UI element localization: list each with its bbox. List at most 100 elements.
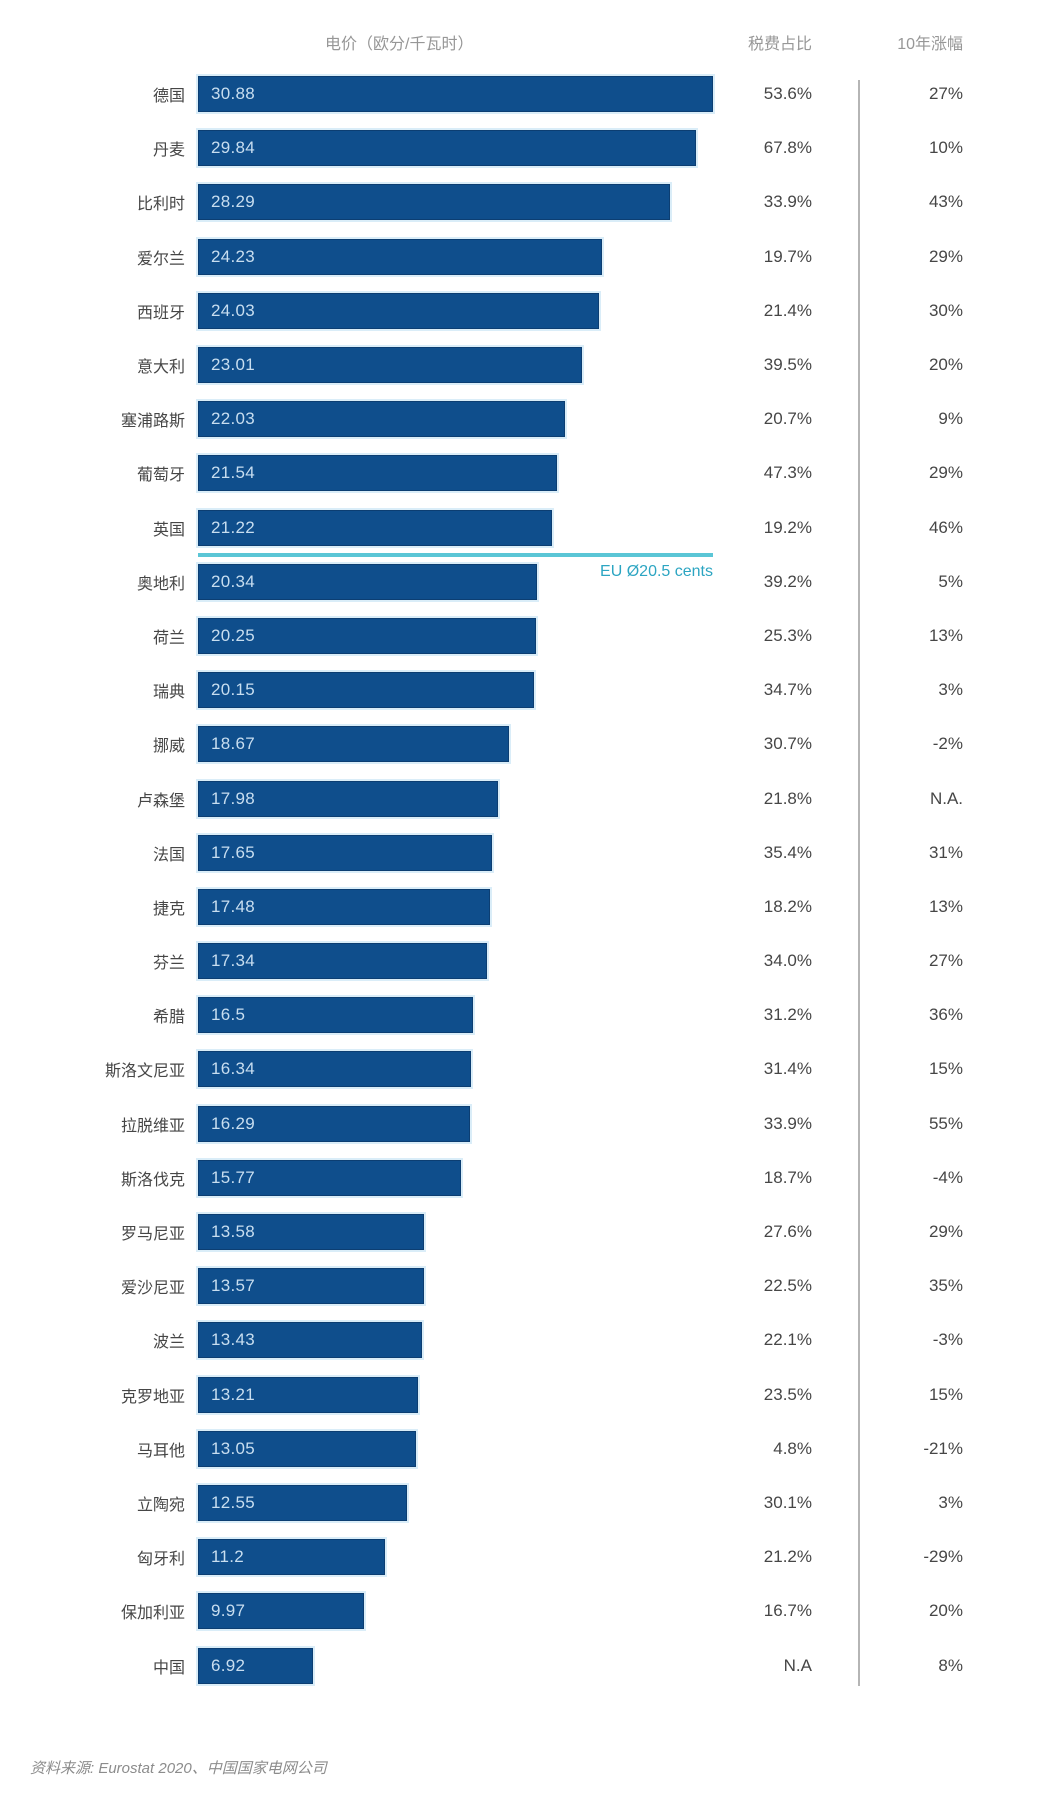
price-bar: 20.34: [198, 563, 538, 600]
ten-year-change-value: 10%: [928, 138, 963, 158]
table-row: 德国 30.88 53.6% 27%: [0, 67, 1040, 121]
tax-share-value: 34.0%: [763, 951, 812, 971]
price-bar: 16.34: [198, 1051, 471, 1088]
price-bar: 24.23: [198, 238, 603, 275]
ten-year-change-value: 3%: [938, 680, 963, 700]
tax-share-value: 39.2%: [763, 571, 812, 591]
country-label: 希腊: [152, 1009, 185, 1027]
bar-track: 20.25: [198, 617, 713, 654]
price-value: 23.01: [211, 355, 256, 375]
tax-share-value: 39.5%: [763, 355, 812, 375]
change-column-header: 10年涨幅: [897, 36, 963, 53]
bar-track: 15.77: [198, 1159, 713, 1196]
price-column-header: 电价（欧分/千瓦时）: [325, 36, 474, 53]
bar-track: 13.05: [198, 1430, 713, 1467]
price-bar: 22.03: [198, 401, 566, 438]
column-separator-line: [858, 80, 860, 1686]
price-value: 21.54: [211, 463, 256, 483]
tax-share-value: 33.9%: [763, 192, 812, 212]
price-value: 20.15: [211, 680, 256, 700]
tax-share-value: 30.1%: [763, 1492, 812, 1512]
tax-share-value: 22.1%: [763, 1330, 812, 1350]
price-value: 22.03: [211, 409, 256, 429]
table-row: 英国 21.22 19.2% 46%: [0, 501, 1040, 555]
ten-year-change-value: 46%: [928, 517, 963, 537]
price-bar: 21.22: [198, 509, 552, 546]
country-label: 塞浦路斯: [120, 413, 185, 431]
bar-track: 17.48: [198, 888, 713, 925]
tax-share-value: 21.4%: [763, 300, 812, 320]
tax-share-value: 53.6%: [763, 84, 812, 104]
ten-year-change-value: 27%: [928, 84, 963, 104]
price-bar: 16.29: [198, 1105, 470, 1142]
price-bar: 11.2: [198, 1539, 385, 1576]
table-row: 意大利 23.01 39.5% 20%: [0, 338, 1040, 392]
price-value: 13.58: [211, 1222, 256, 1242]
bar-track: 28.29: [198, 184, 713, 221]
bar-track: 13.21: [198, 1376, 713, 1413]
ten-year-change-value: 15%: [928, 1384, 963, 1404]
price-value: 15.77: [211, 1167, 256, 1187]
ten-year-change-value: 5%: [938, 571, 963, 591]
bar-track: 16.5: [198, 997, 713, 1034]
country-label: 瑞典: [152, 684, 185, 702]
table-row: 罗马尼亚 13.58 27.6% 29%: [0, 1205, 1040, 1259]
tax-share-value: 31.4%: [763, 1059, 812, 1079]
country-label: 丹麦: [152, 142, 185, 160]
ten-year-change-value: 30%: [928, 300, 963, 320]
price-value: 17.98: [211, 788, 256, 808]
table-row: 希腊 16.5 31.2% 36%: [0, 988, 1040, 1042]
table-row: 挪威 18.67 30.7% -2%: [0, 717, 1040, 771]
price-bar: 28.29: [198, 184, 670, 221]
price-bar: 24.03: [198, 292, 599, 329]
tax-column-header: 税费占比: [747, 36, 812, 53]
ten-year-change-value: 29%: [928, 1222, 963, 1242]
table-row: 卢森堡 17.98 21.8% N.A.: [0, 771, 1040, 825]
price-value: 13.57: [211, 1276, 256, 1296]
price-bar: 20.15: [198, 672, 535, 709]
table-row: 保加利亚 9.97 16.7% 20%: [0, 1584, 1040, 1638]
table-row: 荷兰 20.25 25.3% 13%: [0, 609, 1040, 663]
bar-track: 17.34: [198, 943, 713, 980]
ten-year-change-value: 27%: [928, 951, 963, 971]
tax-share-value: 30.7%: [763, 734, 812, 754]
price-value: 28.29: [211, 192, 256, 212]
price-bar: 12.55: [198, 1484, 408, 1521]
ten-year-change-value: 20%: [928, 355, 963, 375]
table-row: 爱尔兰 24.23 19.7% 29%: [0, 230, 1040, 284]
ten-year-change-value: -21%: [923, 1438, 963, 1458]
table-row: 丹麦 29.84 67.8% 10%: [0, 121, 1040, 175]
tax-share-value: 22.5%: [763, 1276, 812, 1296]
bar-track: 16.29: [198, 1105, 713, 1142]
ten-year-change-value: 13%: [928, 896, 963, 916]
country-label: 保加利亚: [120, 1605, 185, 1623]
country-label: 英国: [152, 521, 185, 539]
bar-track: 12.55: [198, 1484, 713, 1521]
tax-share-value: 4.8%: [773, 1438, 812, 1458]
country-label: 葡萄牙: [136, 467, 185, 485]
tax-share-value: 21.8%: [763, 788, 812, 808]
price-bar: 23.01: [198, 347, 582, 384]
country-label: 捷克: [152, 900, 185, 918]
country-label: 马耳他: [136, 1442, 185, 1460]
country-label: 爱沙尼亚: [120, 1280, 185, 1298]
tax-share-value: 18.2%: [763, 896, 812, 916]
tax-share-value: N.A: [783, 1655, 812, 1675]
tax-share-value: 34.7%: [763, 680, 812, 700]
price-bar: 20.25: [198, 617, 536, 654]
ten-year-change-value: 15%: [928, 1059, 963, 1079]
price-bar: 17.65: [198, 834, 493, 871]
price-value: 12.55: [211, 1492, 256, 1512]
bar-track: 18.67: [198, 726, 713, 763]
country-label: 比利时: [136, 196, 185, 214]
country-label: 斯洛伐克: [120, 1171, 185, 1189]
price-value: 13.21: [211, 1384, 256, 1404]
price-bar: 29.84: [198, 130, 696, 167]
price-bar: 13.05: [198, 1430, 416, 1467]
country-label: 波兰: [152, 1334, 185, 1352]
country-label: 罗马尼亚: [120, 1226, 185, 1244]
bar-track: 13.43: [198, 1322, 713, 1359]
table-row: 立陶宛 12.55 30.1% 3%: [0, 1476, 1040, 1530]
tax-share-value: 21.2%: [763, 1547, 812, 1567]
